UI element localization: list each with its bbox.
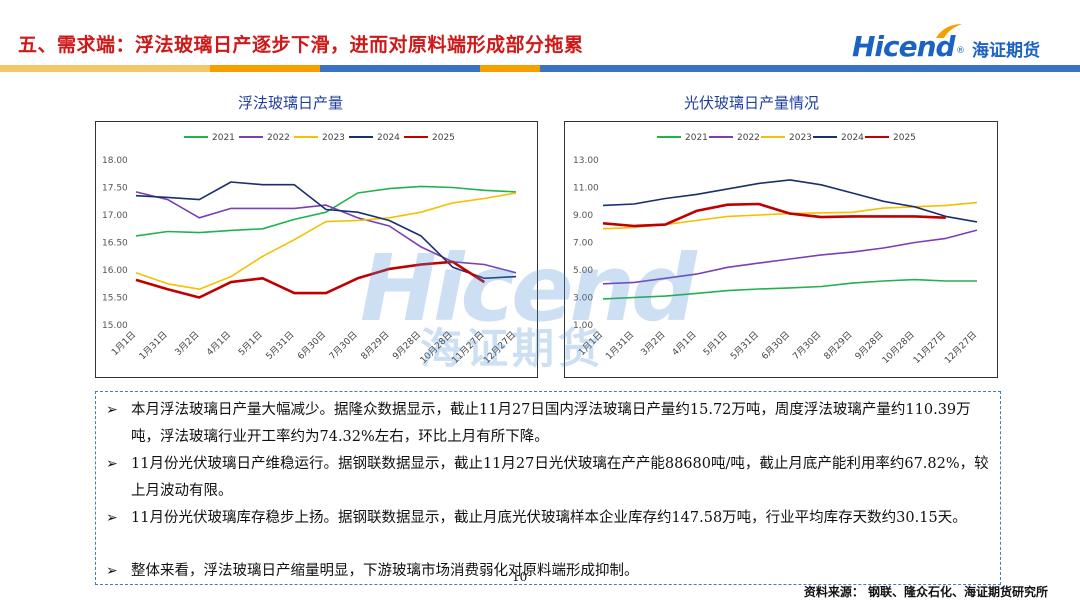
legend-label: 2022 [737,133,760,143]
logo-cn: 海证期货 [972,41,1040,61]
x-tick-label: 9月28日 [390,329,423,362]
y-tick-label: 15.00 [102,321,128,331]
chart-title-float: 浮法玻璃日产量 [238,94,344,112]
y-tick-label: 9.00 [573,211,593,221]
chart-title-pv: 光伏玻璃日产量情况 [684,94,820,112]
chart-legend: 2021 2022 2023 2024 2025 [657,133,916,143]
x-tick-label: 10月28日 [880,329,917,366]
x-tick-label: 12月27日 [481,329,518,366]
legend-label: 2022 [267,133,290,143]
note-text: 整体来看，浮法玻璃日产缩量明显，下游玻璃市场消费弱化对原料端形成抑制。 [131,563,639,579]
legend-label: 2023 [322,133,345,143]
chart-svg: 2021 2022 2023 2024 2025 1.00 3.00 5.00 7.00 9.00… [573,133,979,366]
y-tick-label: 3.00 [573,294,593,304]
x-tick-label: 5月1日 [701,329,730,358]
x-tick-label: 9月28日 [853,329,886,362]
legend-label: 2023 [789,133,812,143]
x-tick-label: 7月30日 [327,329,360,362]
x-tick-label: 10月28日 [418,329,455,366]
source-note: 资料来源： 钢联、隆众石化、海证期货研究所 [803,585,1048,599]
bullet-arrow-icon: ➢ [106,563,118,579]
series-line-2024 [602,179,978,223]
float-glass-chart: 2021 2022 2023 2024 2025 15.00 15.50 16.00 16.50… [95,121,538,378]
x-tick-label: 11月27日 [450,329,487,366]
pv-glass-chart: 2021 2022 2023 2024 2025 1.00 3.00 5.00 7.00 9.00… [564,121,998,378]
x-tick-label: 1月31日 [137,329,170,362]
bullet-arrow-icon: ➢ [106,510,118,526]
series-line-2025 [135,260,486,299]
x-tick-label: 1月1日 [110,329,139,358]
series-line-2022 [602,229,978,285]
bullet-arrow-icon: ➢ [106,402,118,418]
logo-reg: ® [956,46,965,56]
x-tick-label: 5月31日 [728,329,761,362]
y-tick-label: 1.00 [573,321,593,331]
series-line-2025 [602,202,946,228]
x-tick-label: 7月30日 [791,329,824,362]
y-tick-label: 16.00 [102,266,128,276]
x-tick-label: 8月29日 [822,329,855,362]
series-line-2021 [135,185,517,237]
y-tick-label: 13.00 [573,156,599,166]
x-tick-label: 6月30日 [295,329,328,362]
x-tick-label: 11月27日 [911,329,948,366]
chart-svg: 2021 2022 2023 2024 2025 15.00 15.50 16.00 16.50… [102,133,518,366]
y-tick-label: 18.00 [102,156,128,166]
legend-label: 2024 [377,133,400,143]
chart-legend: 2021 2022 2023 2024 2025 [184,133,455,143]
legend-label: 2025 [893,133,916,143]
y-tick-label: 16.50 [102,239,128,249]
page-number: 10 [512,570,528,584]
y-tick-label: 11.00 [573,184,599,194]
logo-text: Hicend [852,30,956,63]
x-tick-label: 4月1日 [205,329,234,358]
slide-title: 五、需求端：浮法玻璃日产逐步下滑，进而对原料端形成部分拖累 [18,34,584,56]
x-tick-label: 5月1日 [236,329,265,358]
x-tick-label: 3月2日 [639,329,668,358]
series-line-2024 [135,181,517,280]
series-line-2023 [135,192,517,290]
note-text: 11月份光伏玻璃库存稳步上扬。据钢联数据显示，截止月底光伏玻璃样本企业库存约14… [131,510,967,526]
x-tick-label: 12月27日 [942,329,979,366]
y-tick-label: 5.00 [573,266,593,276]
legend-label: 2021 [685,133,708,143]
y-tick-label: 15.50 [102,294,128,304]
notes-box: ➢ 本月浮法玻璃日产量大幅减少。据隆众数据显示，截止11月27日国内浮法玻璃日产… [95,391,1001,585]
y-tick-label: 17.00 [102,211,128,221]
legend-label: 2021 [212,133,235,143]
x-tick-label: 1月1日 [577,329,606,358]
x-tick-label: 1月31日 [604,329,637,362]
x-tick-label: 6月30日 [759,329,792,362]
note-text: 11月份光伏玻璃日产维稳运行。据钢联数据显示，截止11月27日光伏玻璃在产产能8… [131,456,989,499]
logo-bird-icon [936,24,962,38]
x-tick-label: 4月1日 [670,329,699,358]
y-tick-label: 17.50 [102,184,128,194]
hicend-logo: Hicend ® 海证期货 [852,22,1062,66]
series-line-2021 [602,278,977,300]
header-bar [0,65,1080,72]
bullet-arrow-icon: ➢ [106,456,118,472]
x-tick-label: 8月29日 [359,329,392,362]
legend-label: 2024 [841,133,864,143]
y-tick-label: 7.00 [573,239,593,249]
x-tick-label: 5月31日 [264,329,297,362]
legend-label: 2025 [432,133,455,143]
x-tick-label: 3月2日 [173,329,202,358]
note-text: 本月浮法玻璃日产量大幅减少。据隆众数据显示，截止11月27日国内浮法玻璃日产量约… [131,402,971,445]
